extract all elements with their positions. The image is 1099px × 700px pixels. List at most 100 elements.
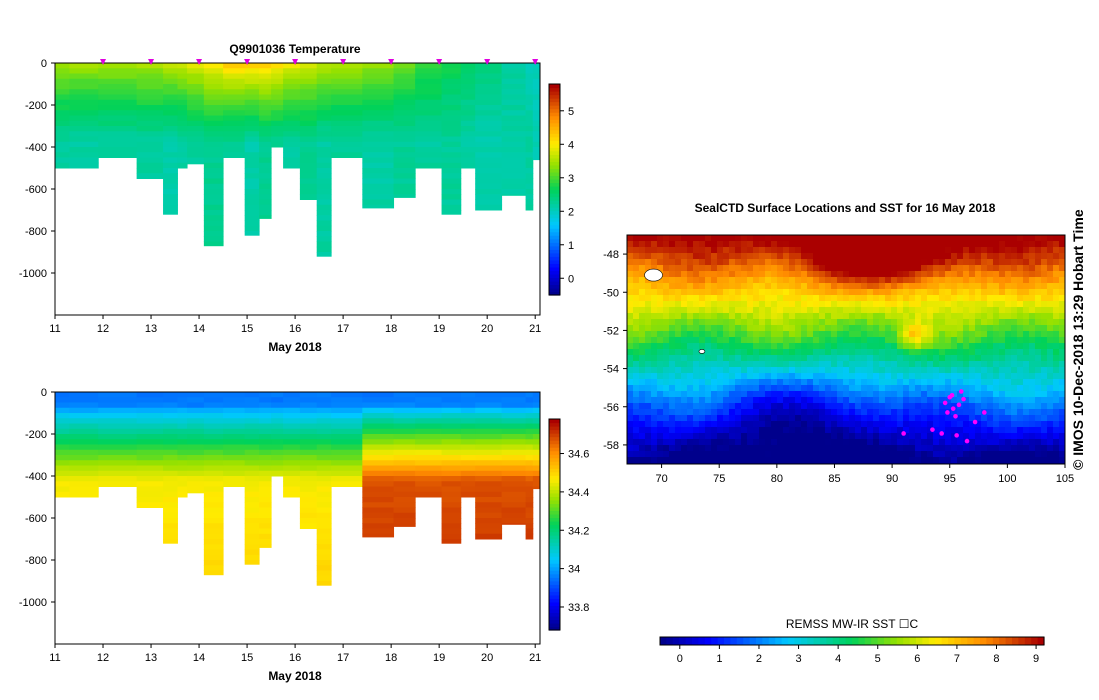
sst-cell (879, 271, 886, 278)
sst-cell (693, 283, 700, 290)
temperature-cell (316, 173, 332, 179)
sst-cell (975, 277, 982, 284)
sst-cell (1053, 259, 1060, 266)
temperature-cell (69, 126, 99, 132)
salinity-cell (393, 486, 416, 493)
temperature-cell (55, 94, 70, 101)
salinity-cell (525, 423, 534, 430)
sst-cell (795, 349, 802, 356)
profile-marker (532, 59, 539, 65)
sst-colorbar-swatch (692, 637, 699, 645)
temperature-cell (69, 120, 99, 127)
sst-cell (915, 277, 922, 284)
sst-cell (987, 385, 994, 392)
sst-cell (1011, 259, 1018, 266)
sst-cell (909, 391, 916, 398)
temperature-cell (415, 105, 443, 111)
salinity-cell (136, 439, 164, 445)
sst-cell (753, 277, 760, 284)
sst-cell (645, 457, 652, 464)
sst-cell (951, 373, 958, 380)
sst-cell (717, 289, 724, 296)
sst-cell (633, 283, 640, 290)
sst-cell (1023, 343, 1030, 350)
sst-cell (771, 319, 778, 326)
temperature-cell (283, 115, 301, 122)
salinity-cell (460, 476, 476, 482)
sst-cell (765, 295, 772, 302)
sst-cell (675, 301, 682, 308)
temperature-cell (299, 162, 318, 169)
sst-cell (855, 241, 862, 248)
sst-cell (735, 235, 742, 242)
lat-tick-label: -52 (603, 325, 619, 337)
sst-cell (1041, 409, 1048, 416)
salinity-cell (163, 460, 178, 466)
sst-cell (699, 271, 706, 278)
salinity-cell (223, 397, 246, 403)
sst-cell (951, 319, 958, 326)
lon-tick-label: 70 (655, 473, 667, 485)
sst-cell (669, 319, 676, 326)
sst-cell (627, 397, 634, 404)
temperature-cell (259, 120, 272, 127)
sst-cell (819, 409, 826, 416)
sst-cell (771, 241, 778, 248)
sst-cell (873, 373, 880, 380)
sst-cell (861, 439, 868, 446)
temperature-cell (299, 131, 318, 137)
sst-cell (663, 343, 670, 350)
sst-colorbar-swatch (941, 637, 949, 645)
sst-cell (753, 427, 760, 434)
temperature-cell (475, 204, 503, 211)
sst-cell (885, 427, 892, 434)
temperature-cell (299, 99, 318, 106)
salinity-cell (475, 481, 503, 487)
temperature-cell (259, 199, 272, 206)
sst-cell (813, 247, 820, 254)
sst-cell (831, 349, 838, 356)
sst-cell (657, 343, 664, 350)
salinity-cell (177, 455, 188, 461)
temperature-cell (223, 84, 246, 90)
sst-cell (627, 403, 634, 410)
sst-cell (1035, 325, 1042, 332)
sst-cell (795, 355, 802, 362)
salinity-cell (271, 423, 284, 430)
sst-cell (723, 397, 730, 404)
sst-cell (753, 361, 760, 368)
temperature-cell (187, 157, 205, 164)
sst-cell (729, 439, 736, 446)
sst-cell (759, 301, 766, 308)
sst-cell (981, 241, 988, 248)
salinity-colorbar-swatch (549, 520, 560, 526)
sst-cell (675, 295, 682, 302)
sst-cell (1011, 289, 1018, 296)
sst-cell (945, 331, 952, 338)
temperature-cell (415, 147, 443, 153)
temperature-cell (259, 210, 272, 216)
sst-cell (693, 337, 700, 344)
sst-cell (651, 445, 658, 452)
temperature-cell (415, 126, 443, 132)
temperature-cell (501, 152, 527, 158)
sst-cell (1005, 427, 1012, 434)
sst-cell (945, 457, 952, 464)
salinity-cell (244, 507, 260, 514)
sst-cell (627, 349, 634, 356)
sst-cell (945, 343, 952, 350)
sst-cell (879, 307, 886, 314)
sst-cell (705, 241, 712, 248)
salinity-cell (259, 423, 272, 430)
sst-cell (831, 415, 838, 422)
sst-cell (831, 295, 838, 302)
sst-cell (645, 259, 652, 266)
sst-cell (705, 271, 712, 278)
sst-cell (867, 289, 874, 296)
sst-cell (717, 355, 724, 362)
temperature-cell (362, 157, 395, 164)
sst-cell (747, 325, 754, 332)
sst-cell (987, 289, 994, 296)
sst-cell (681, 343, 688, 350)
temperature-cell (475, 152, 503, 158)
